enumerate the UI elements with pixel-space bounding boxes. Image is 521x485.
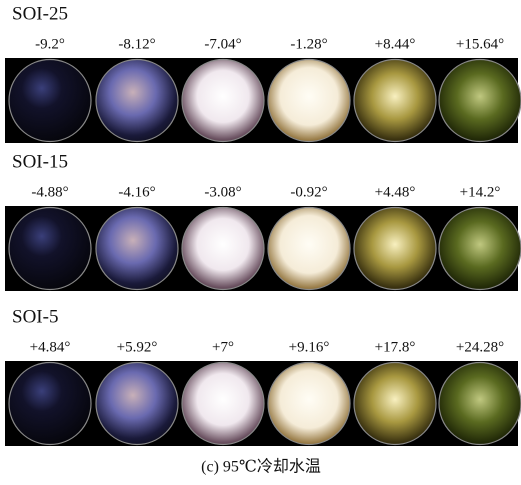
angle-label: -1.28° bbox=[290, 36, 327, 52]
rows: SOI-25 -9.2° -8.12° -7.04° -1.28° +8.44° +15.6… bbox=[5, 3, 521, 446]
angle-label: +24.28° bbox=[456, 339, 504, 355]
angle-label: -3.08° bbox=[204, 184, 241, 200]
angle-label: -4.88° bbox=[31, 184, 68, 200]
angle-label: -4.16° bbox=[118, 184, 155, 200]
spray-image bbox=[268, 60, 350, 142]
angle-label: +4.48° bbox=[375, 184, 416, 200]
spray-image bbox=[439, 208, 521, 290]
spray-image bbox=[182, 363, 264, 445]
spray-image bbox=[182, 60, 264, 142]
caption: (c) 95℃冷却水温 bbox=[201, 458, 321, 476]
row-label: SOI-15 bbox=[12, 151, 68, 172]
angle-label: +14.2° bbox=[460, 184, 501, 200]
spray-image bbox=[96, 60, 178, 142]
spray-image bbox=[354, 60, 436, 142]
angle-label: -7.04° bbox=[204, 36, 241, 52]
spray-image bbox=[96, 363, 178, 445]
spray-image bbox=[268, 363, 350, 445]
angle-label: +17.8° bbox=[375, 339, 416, 355]
spray-image bbox=[96, 208, 178, 290]
spray-image bbox=[9, 60, 91, 142]
angle-label: +7° bbox=[212, 339, 234, 355]
angle-label: -8.12° bbox=[118, 36, 155, 52]
figure: SOI-25 -9.2° -8.12° -7.04° -1.28° +8.44° +15.6… bbox=[0, 0, 521, 485]
angle-label: +15.64° bbox=[456, 36, 504, 52]
angle-label: +9.16° bbox=[289, 339, 330, 355]
angle-label: +5.92° bbox=[117, 339, 158, 355]
spray-image bbox=[9, 208, 91, 290]
spray-image bbox=[354, 208, 436, 290]
row-label: SOI-5 bbox=[12, 306, 58, 327]
angle-label: -0.92° bbox=[290, 184, 327, 200]
angle-label: +4.84° bbox=[30, 339, 71, 355]
angle-label: -9.2° bbox=[35, 36, 65, 52]
spray-image bbox=[439, 60, 521, 142]
angle-label: +8.44° bbox=[375, 36, 416, 52]
spray-image bbox=[182, 208, 264, 290]
spray-image bbox=[354, 363, 436, 445]
spray-image bbox=[268, 208, 350, 290]
row-label: SOI-25 bbox=[12, 3, 68, 24]
spray-image bbox=[439, 363, 521, 445]
spray-image bbox=[9, 363, 91, 445]
